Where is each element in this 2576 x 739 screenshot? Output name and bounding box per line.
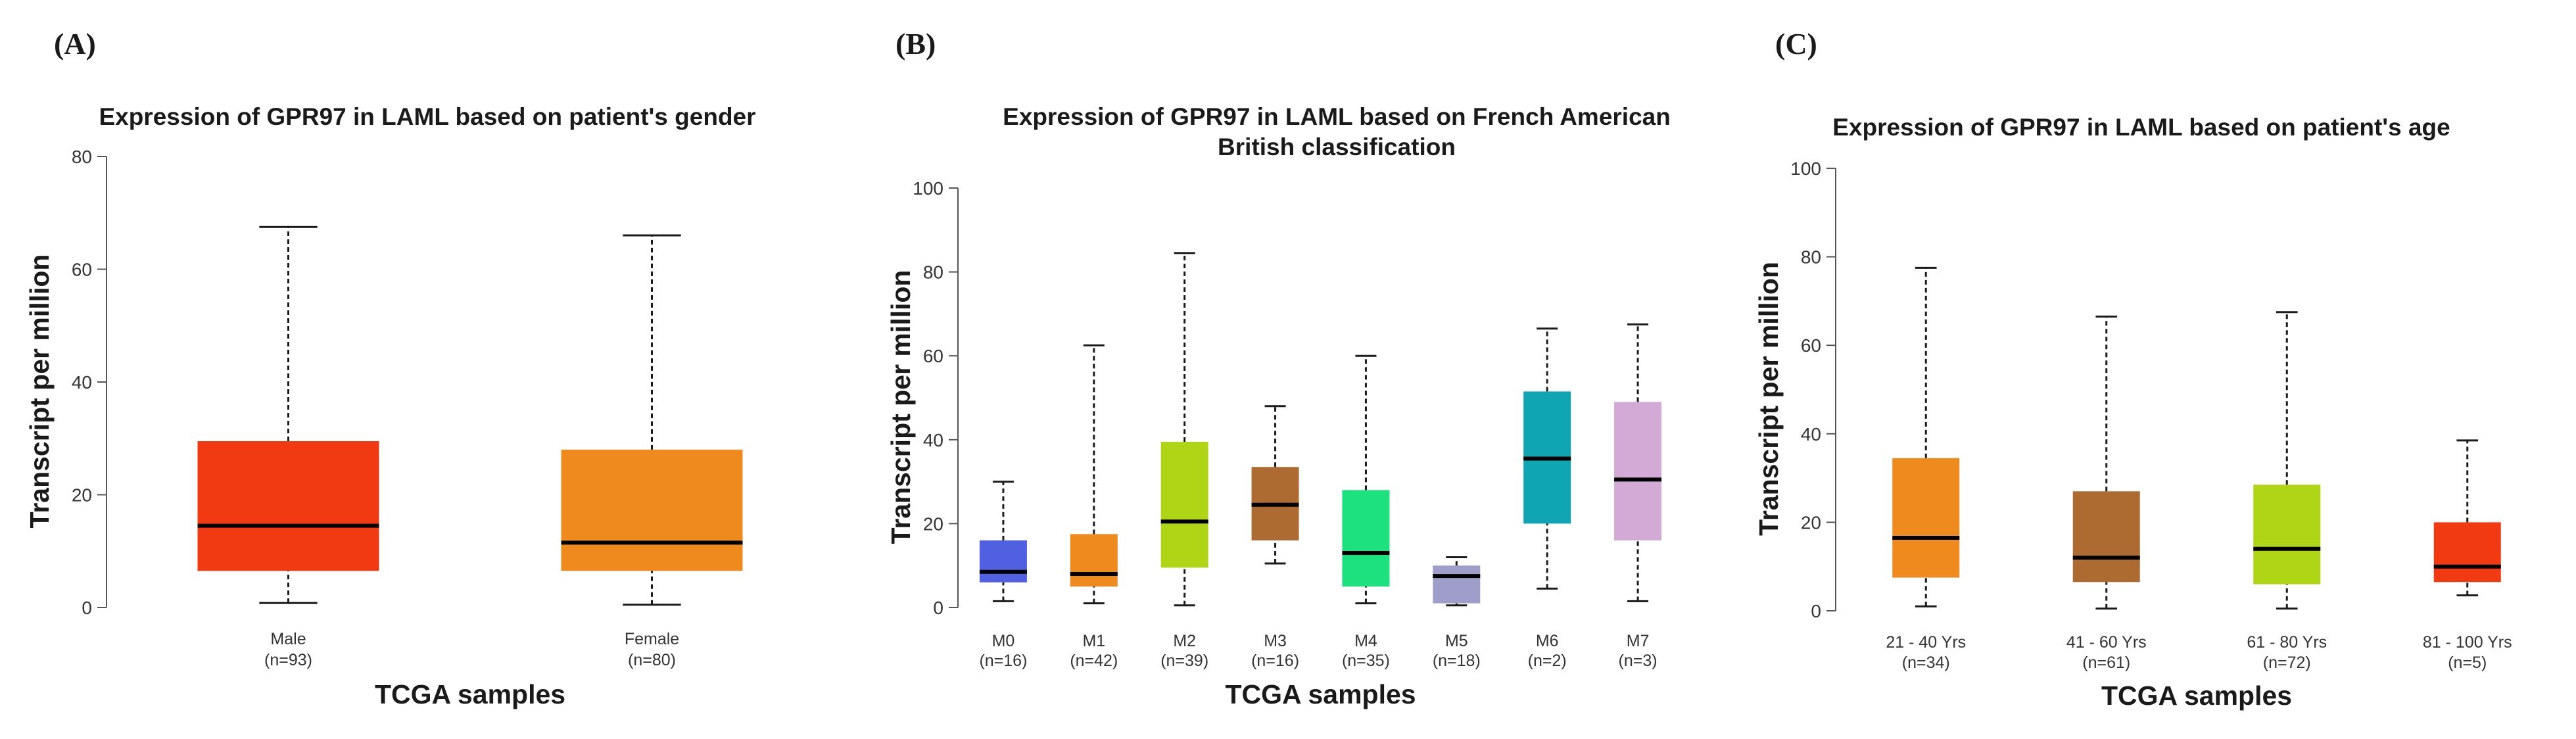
category-label: M1 xyxy=(1082,632,1105,650)
chart-title: Expression of GPR97 in LAML based on Fre… xyxy=(1003,103,1671,130)
y-tick-label: 40 xyxy=(1801,424,1821,444)
iqr-box xyxy=(1892,458,1960,578)
category-count: (n=35) xyxy=(1342,652,1390,670)
box-61-80yrs: 61 - 80 Yrs (n=72) xyxy=(2247,311,2327,672)
y-tick-label: 20 xyxy=(923,513,943,534)
iqr-box xyxy=(2253,485,2321,584)
category-count: (n=16) xyxy=(979,652,1027,670)
panel-label: (B) xyxy=(895,27,936,60)
panel-label: (C) xyxy=(1775,27,1817,60)
category-count: (n=42) xyxy=(1070,652,1118,670)
category-label: 41 - 60 Yrs xyxy=(2066,633,2147,652)
category-label: M0 xyxy=(992,632,1015,650)
x-axis-label: TCGA samples xyxy=(375,679,565,709)
panel-a: (A) Expression of GPR97 in LAML based on … xyxy=(24,27,756,709)
box-m2: M2 (n=39) xyxy=(1160,252,1208,670)
category-label: Male xyxy=(270,630,306,648)
category-label: 21 - 40 Yrs xyxy=(1886,633,1966,652)
category-count: (n=16) xyxy=(1251,652,1299,670)
category-count: (n=80) xyxy=(628,651,676,669)
category-label: 61 - 80 Yrs xyxy=(2247,633,2327,652)
iqr-box xyxy=(561,449,743,571)
panel-b: (B) Expression of GPR97 in LAML based on … xyxy=(886,27,1671,709)
iqr-box xyxy=(197,441,379,571)
box-m5: M5 (n=18) xyxy=(1433,556,1481,670)
x-axis-label: TCGA samples xyxy=(2101,680,2292,711)
iqr-box xyxy=(1433,565,1481,604)
category-label: Female xyxy=(625,630,679,648)
y-tick-label: 20 xyxy=(1801,512,1821,533)
category-label: M4 xyxy=(1354,632,1377,650)
y-tick-label: 40 xyxy=(923,430,943,450)
y-axis-label: Transcript per million xyxy=(886,270,916,544)
y-tick-label: 40 xyxy=(72,372,92,393)
category-label: M7 xyxy=(1627,632,1650,650)
iqr-box xyxy=(1070,534,1118,587)
y-tick-label: 100 xyxy=(913,178,943,199)
y-tick-label: 0 xyxy=(82,598,92,618)
box-m0: M0 (n=16) xyxy=(979,481,1027,670)
iqr-box xyxy=(979,540,1027,583)
x-axis-label: TCGA samples xyxy=(1225,679,1416,709)
category-count: (n=39) xyxy=(1160,652,1208,670)
iqr-box xyxy=(2433,522,2501,583)
category-count: (n=93) xyxy=(264,651,312,669)
chart-title: Expression of GPR97 in LAML based on pat… xyxy=(1832,114,2450,141)
category-count: (n=72) xyxy=(2263,654,2311,672)
chart-title: British classification xyxy=(1218,133,1456,160)
category-label: M5 xyxy=(1445,632,1468,650)
iqr-box xyxy=(1342,490,1390,587)
chart-title: Expression of GPR97 in LAML based on pat… xyxy=(99,103,755,130)
y-tick-label: 80 xyxy=(72,147,92,167)
iqr-box xyxy=(1160,441,1208,568)
box-21-40yrs: 21 - 40 Yrs (n=34) xyxy=(1886,266,1966,672)
y-axis-label: Transcript per million xyxy=(1753,262,1784,536)
y-axis-label: Transcript per million xyxy=(24,254,55,529)
category-count: (n=18) xyxy=(1433,652,1481,670)
box-female: Female (n=80) xyxy=(561,234,743,669)
y-tick-label: 80 xyxy=(923,262,943,283)
category-count: (n=34) xyxy=(1902,654,1950,672)
y-tick-label: 60 xyxy=(72,260,92,280)
box-m4: M4 (n=35) xyxy=(1342,354,1390,670)
panel-label: (A) xyxy=(54,27,96,60)
y-tick-label: 0 xyxy=(933,598,943,618)
category-label: M2 xyxy=(1173,632,1196,650)
y-tick-label: 100 xyxy=(1790,158,1821,179)
category-count: (n=3) xyxy=(1619,652,1658,670)
box-m3: M3 (n=16) xyxy=(1251,405,1299,670)
y-tick-label: 60 xyxy=(1801,335,1821,356)
box-m7: M7 (n=3) xyxy=(1614,323,1662,670)
iqr-box xyxy=(1614,402,1662,540)
y-tick-label: 80 xyxy=(1801,247,1821,268)
category-label: M6 xyxy=(1536,632,1559,650)
category-label: 81 - 100 Yrs xyxy=(2423,633,2512,652)
category-count: (n=2) xyxy=(1528,652,1567,670)
box-male: Male (n=93) xyxy=(197,226,379,669)
box-81-100yrs: 81 - 100 Yrs (n=5) xyxy=(2423,439,2512,672)
category-count: (n=61) xyxy=(2082,654,2130,672)
category-label: M3 xyxy=(1264,632,1287,650)
box-41-60yrs: 41 - 60 Yrs (n=61) xyxy=(2066,315,2147,672)
panel-c: (C) Expression of GPR97 in LAML based on … xyxy=(1753,27,2512,711)
category-count: (n=5) xyxy=(2448,654,2487,672)
box-m6: M6 (n=2) xyxy=(1523,327,1571,670)
box-m1: M1 (n=42) xyxy=(1070,344,1118,670)
y-tick-label: 60 xyxy=(923,346,943,366)
y-tick-label: 20 xyxy=(72,485,92,506)
y-tick-label: 0 xyxy=(1811,601,1821,621)
iqr-box xyxy=(2072,491,2140,583)
